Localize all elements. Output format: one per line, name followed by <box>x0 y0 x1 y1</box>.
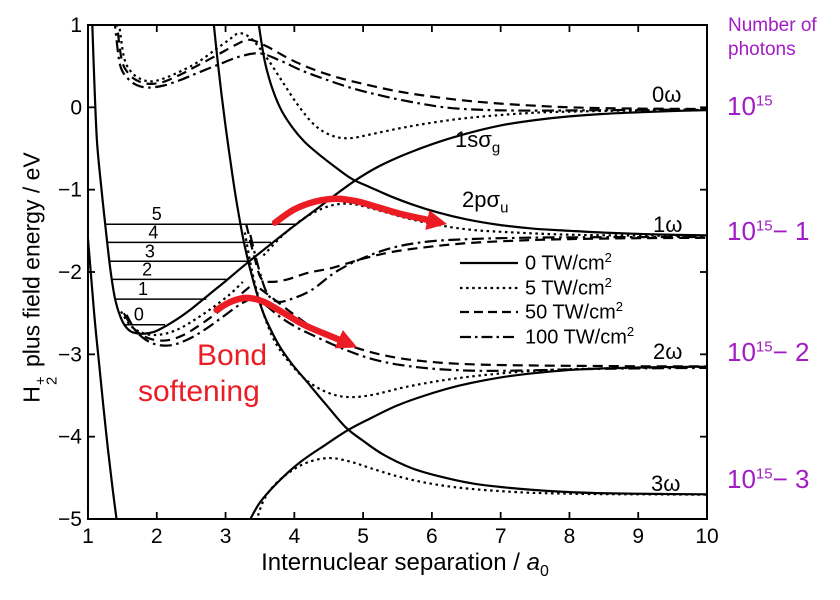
legend-item-100tw: 100 TW/cm2 <box>460 324 634 350</box>
curve-h1 <box>116 25 707 111</box>
x-tick-label: 4 <box>288 525 300 548</box>
vibrational-level-number-1: 1 <box>138 279 148 299</box>
label-0-omega: 0ω <box>652 82 682 107</box>
y-tick-label: −2 <box>58 261 82 284</box>
label-1-omega: 1ω <box>653 212 683 237</box>
photon-count-0: 1015 <box>727 91 773 121</box>
label-2p-sigma-u: 2pσu <box>462 187 509 217</box>
photon-number-header: Number of photons <box>728 15 817 60</box>
x-tick-label: 6 <box>426 525 438 548</box>
label-3-omega: 3ω <box>651 471 681 496</box>
legend-item-0tw: 0 TW/cm2 <box>460 250 634 276</box>
label-1s-sigma-g: 1sσg <box>455 127 501 157</box>
x-tick-label: 3 <box>220 525 232 548</box>
vibrational-level-number-4: 4 <box>148 222 158 242</box>
curve-s1 <box>91 25 707 335</box>
vibrational-level-number-3: 3 <box>145 241 155 261</box>
y-tick-label: −1 <box>58 179 82 202</box>
curve-k4 <box>125 295 255 347</box>
bond-softening-text-line1: Bond <box>197 339 268 372</box>
x-tick-label: 9 <box>632 525 644 548</box>
legend-line-dashed-icon <box>460 311 518 314</box>
y-tick-label: 1 <box>70 14 82 37</box>
y-tick-label: −3 <box>58 343 82 366</box>
x-tick-label: 10 <box>695 525 718 548</box>
curve-d1 <box>118 25 707 140</box>
legend-line-dashdot-icon <box>460 335 518 338</box>
x-tick-label: 7 <box>495 525 507 548</box>
legend-item-50tw: 50 TW/cm2 <box>460 299 634 325</box>
legend-item-5tw: 5 TW/cm2 <box>460 275 634 301</box>
y-title-subsup: +2 <box>32 376 61 386</box>
curve-s4 <box>212 25 707 496</box>
x-tick-label: 2 <box>151 525 163 548</box>
vibrational-level-number-5: 5 <box>152 204 162 224</box>
x-axis-title: Internuclear separation / a0 <box>261 549 549 580</box>
y-tick-label: 0 <box>70 96 82 119</box>
bond-softening-arrow-2 <box>213 294 358 349</box>
photon-count-2: 1015− 2 <box>727 337 810 367</box>
photon-count-1: 1015− 1 <box>727 216 810 246</box>
curve-k1 <box>113 25 707 112</box>
y-title-h: H <box>18 386 45 403</box>
y-tick-label: −5 <box>58 508 82 531</box>
photon-count-3: 1015− 3 <box>727 464 810 494</box>
curve-s3b <box>249 365 707 519</box>
bond-softening-text-line2: softening <box>138 375 260 408</box>
vibrational-level-number-0: 0 <box>134 305 144 325</box>
curve-s3a <box>88 239 118 519</box>
y-axis-title: H +2 plus field energy / eV <box>18 128 61 428</box>
curve-s2 <box>257 25 707 237</box>
x-tick-label: 5 <box>357 525 369 548</box>
legend-line-solid-icon <box>460 262 518 265</box>
vibrational-level-number-2: 2 <box>142 259 152 279</box>
y-title-rest: plus field energy / eV <box>18 152 45 374</box>
curve-d5 <box>120 281 244 337</box>
curve-k2 <box>249 234 707 304</box>
x-tick-label: 1 <box>82 525 94 548</box>
x-tick-label: 8 <box>564 525 576 548</box>
label-2-omega: 2ω <box>653 339 683 364</box>
curve-h3 <box>259 287 707 368</box>
legend-line-dotted-icon <box>460 286 518 289</box>
curve-d4 <box>255 456 707 519</box>
legend: 0 TW/cm2 5 TW/cm2 50 TW/cm2 100 TW/cm2 <box>460 250 634 350</box>
bond-softening-arrow-1 <box>271 195 448 230</box>
y-tick-label: −4 <box>58 426 82 449</box>
